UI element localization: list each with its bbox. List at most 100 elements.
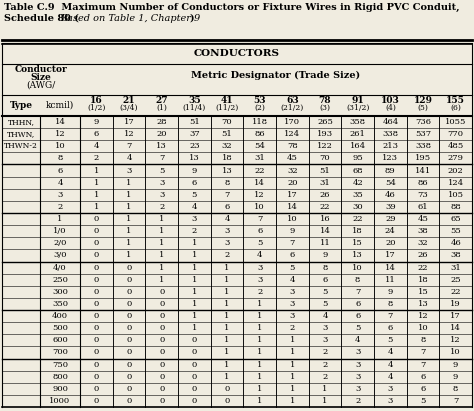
Text: 10: 10 [418, 324, 428, 332]
Text: 53: 53 [254, 96, 266, 105]
Text: 11: 11 [385, 276, 396, 284]
Text: 0: 0 [191, 349, 197, 356]
Text: 6: 6 [57, 166, 63, 175]
Text: 1: 1 [159, 215, 164, 223]
Text: 38: 38 [450, 252, 461, 259]
Text: 300: 300 [52, 288, 68, 296]
Text: 18: 18 [352, 227, 363, 235]
Text: 1: 1 [290, 385, 295, 393]
Text: 1: 1 [224, 373, 230, 381]
Text: 202: 202 [448, 166, 464, 175]
Text: 600: 600 [52, 336, 68, 344]
Text: 10: 10 [287, 215, 298, 223]
Text: 10: 10 [55, 142, 65, 150]
Text: 900: 900 [52, 385, 68, 393]
Text: 736: 736 [415, 118, 431, 126]
Text: 2: 2 [57, 203, 63, 211]
Text: 63: 63 [286, 96, 299, 105]
Text: 0: 0 [94, 215, 99, 223]
Text: 22: 22 [418, 263, 428, 272]
Text: 1: 1 [159, 227, 164, 235]
Text: 11: 11 [319, 239, 330, 247]
Text: 32: 32 [222, 142, 232, 150]
Text: 29: 29 [385, 215, 396, 223]
Text: 88: 88 [450, 203, 461, 211]
Text: 7: 7 [420, 360, 426, 369]
Text: 20: 20 [385, 239, 396, 247]
Text: 1: 1 [191, 324, 197, 332]
Text: 6: 6 [388, 324, 393, 332]
Text: 45: 45 [287, 155, 298, 162]
Text: 5: 5 [420, 397, 426, 405]
Text: 3: 3 [388, 397, 393, 405]
Text: (4): (4) [385, 104, 396, 112]
Text: 17: 17 [385, 252, 396, 259]
Text: 2/0: 2/0 [53, 239, 67, 247]
Text: 0: 0 [127, 276, 132, 284]
Text: 0: 0 [94, 227, 99, 235]
Text: 26: 26 [418, 252, 428, 259]
Text: 195: 195 [415, 155, 431, 162]
Text: (3/4): (3/4) [120, 104, 138, 112]
Text: 6: 6 [191, 179, 197, 187]
Text: 123: 123 [383, 155, 398, 162]
Text: 23: 23 [189, 142, 200, 150]
Text: 10: 10 [255, 203, 265, 211]
Text: 1: 1 [290, 360, 295, 369]
Text: 15: 15 [352, 239, 363, 247]
Text: 0: 0 [191, 373, 197, 381]
Text: 1: 1 [290, 373, 295, 381]
Text: 38: 38 [418, 227, 428, 235]
Text: ): ) [190, 14, 194, 23]
Text: 0: 0 [127, 397, 132, 405]
Text: 170: 170 [284, 118, 301, 126]
Text: 0: 0 [191, 360, 197, 369]
Text: 6: 6 [322, 276, 328, 284]
Text: 1: 1 [126, 191, 132, 199]
Text: 14: 14 [319, 227, 330, 235]
Text: 6: 6 [94, 130, 99, 138]
Text: 3: 3 [224, 227, 230, 235]
Text: 124: 124 [447, 179, 464, 187]
Text: (11/2): (11/2) [215, 104, 238, 112]
Text: 8: 8 [57, 155, 63, 162]
Text: 18: 18 [418, 276, 428, 284]
Text: THWN-2: THWN-2 [4, 142, 38, 150]
Text: 7: 7 [290, 239, 295, 247]
Text: 14: 14 [385, 263, 396, 272]
Text: 1: 1 [257, 385, 262, 393]
Text: 3: 3 [290, 288, 295, 296]
Text: 0: 0 [159, 373, 164, 381]
Text: 350: 350 [52, 300, 68, 308]
Text: 1: 1 [224, 360, 230, 369]
Text: 770: 770 [447, 130, 464, 138]
Text: (1): (1) [156, 104, 167, 112]
Text: 9: 9 [453, 360, 458, 369]
Text: 95: 95 [352, 155, 363, 162]
Text: 8: 8 [388, 300, 393, 308]
Text: (5): (5) [418, 104, 428, 112]
Text: 8: 8 [322, 263, 328, 272]
Text: 129: 129 [413, 96, 432, 105]
Text: 14: 14 [254, 179, 265, 187]
Text: 358: 358 [350, 118, 366, 126]
Text: Metric Designator (Trade Size): Metric Designator (Trade Size) [191, 71, 361, 80]
Text: 250: 250 [52, 276, 68, 284]
Text: 4: 4 [93, 142, 99, 150]
Bar [0, 0, 474, 41]
Text: 4: 4 [388, 360, 393, 369]
Text: 18: 18 [222, 155, 232, 162]
Text: 1: 1 [224, 324, 230, 332]
Text: 537: 537 [415, 130, 431, 138]
Text: 1: 1 [57, 215, 63, 223]
Text: 4: 4 [191, 203, 197, 211]
Text: 0: 0 [191, 336, 197, 344]
Text: 1: 1 [290, 397, 295, 405]
Text: 3: 3 [224, 239, 230, 247]
Text: 73: 73 [418, 191, 428, 199]
Text: 20: 20 [156, 130, 167, 138]
Text: 9: 9 [191, 166, 197, 175]
Text: 1: 1 [322, 397, 328, 405]
Text: 1: 1 [94, 179, 99, 187]
Text: 22: 22 [352, 215, 363, 223]
